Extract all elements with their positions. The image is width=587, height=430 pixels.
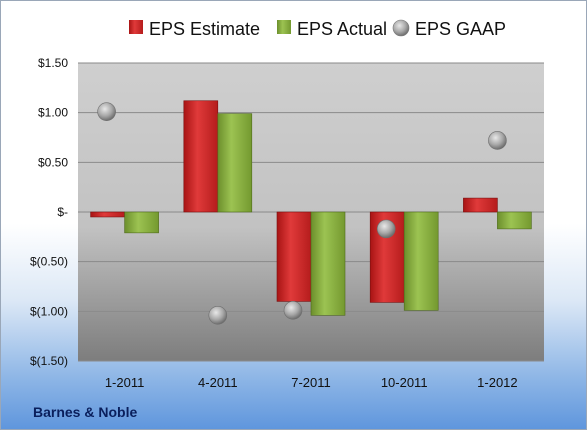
point-eps-gaap-7-2011: [283, 301, 303, 320]
legend-swatch-eps-actual: [277, 20, 291, 34]
gaap-points: [97, 102, 507, 325]
x-axis-categories: 1-2011 4-2011 7-2011 10-2011 1-2012: [105, 375, 518, 390]
x-category-label: 1-2012: [477, 375, 517, 390]
legend-label-eps-actual: EPS Actual: [297, 19, 387, 39]
point-eps-gaap-10-2011: [376, 219, 396, 239]
y-tick-label: $(0.50): [30, 255, 68, 269]
legend: EPS Estimate EPS Actual EPS GAAP: [129, 19, 506, 39]
bar-eps-actual-7-2011: [310, 211, 346, 316]
legend-label-eps-gaap: EPS GAAP: [415, 19, 506, 39]
point-eps-gaap-1-2011: [97, 102, 116, 121]
point-eps-gaap-1-2012: [488, 131, 507, 150]
x-category-label: 7-2011: [291, 375, 331, 390]
y-tick-label: $1.00: [38, 106, 68, 120]
legend-label-eps-estimate: EPS Estimate: [149, 19, 260, 39]
bar-eps-estimate-1-2011: [90, 211, 125, 218]
bar-eps-estimate-7-2011: [276, 211, 312, 302]
y-axis-ticks: $1.50 $1.00 $0.50 $- $(0.50) $(1.00) $(1.50): [30, 56, 68, 368]
x-category-label: 10-2011: [381, 375, 428, 390]
bar-eps-estimate-4-2011: [183, 100, 219, 213]
bar-eps-actual-10-2011: [403, 211, 439, 311]
y-tick-label: $0.50: [38, 155, 68, 169]
bar-eps-actual-1-2011: [124, 211, 159, 234]
x-category-label: 1-2011: [105, 375, 145, 390]
y-tick-label: $1.50: [38, 56, 68, 70]
bar-eps-actual-1-2012: [497, 211, 532, 230]
bars: [90, 100, 532, 316]
legend-swatch-eps-estimate: [129, 20, 143, 34]
y-tick-label: $(1.00): [30, 304, 68, 318]
y-tick-label: $(1.50): [30, 354, 68, 368]
bar-eps-estimate-1-2012: [463, 197, 498, 213]
source-label: Barnes & Noble: [33, 404, 138, 420]
x-category-label: 4-2011: [198, 375, 238, 390]
y-tick-label: $-: [57, 205, 68, 219]
legend-swatch-eps-gaap: [392, 19, 410, 37]
bar-eps-actual-4-2011: [217, 113, 253, 213]
point-eps-gaap-4-2011: [208, 306, 228, 325]
